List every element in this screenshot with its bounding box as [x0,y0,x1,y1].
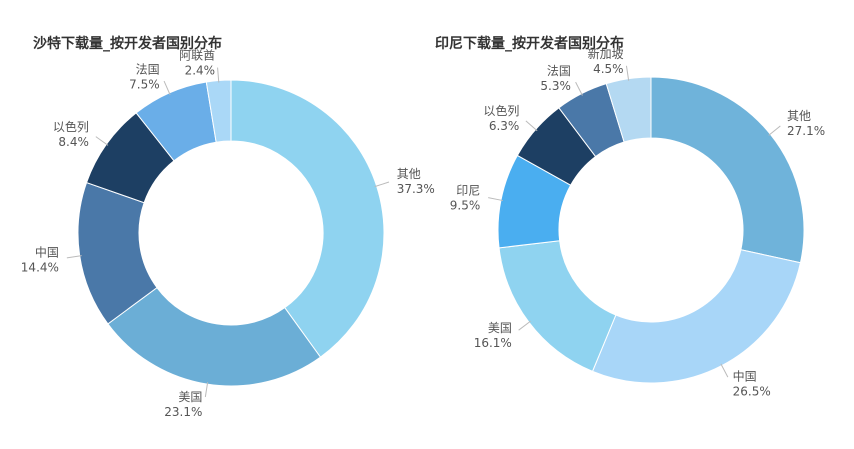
slice-value-3: 9.5% [450,198,481,212]
donut-slice-1 [591,249,802,384]
slice-value-4: 6.3% [489,119,520,133]
slice-value-6: 4.5% [593,62,624,76]
leader-line-1 [720,363,729,378]
chart-panel-saudi: 沙特下载量_按开发者国别分布 其他 37.3% 美国 23.1% 中国 14.4% 以色列 8… [21,36,435,419]
leader-line-2 [66,255,82,259]
slice-label-2: 美国 [488,321,512,335]
slice-label-4: 以色列 [483,104,519,118]
slice-label-1: 美国 [178,390,202,404]
leader-line-3 [488,197,503,202]
chart-panel-indonesia: 印尼下载量_按开发者国别分布 其他 27.1% 中国 26.5% 美国 16.1% 印尼 9.… [427,0,854,449]
slice-label-2: 中国 [35,245,59,260]
donut-slice-6 [605,76,652,143]
donut-slice-0 [650,76,805,264]
donut-slice-2 [498,240,617,373]
leader-line-4 [525,120,538,132]
leader-line-4 [163,80,171,96]
leader-line-1 [204,382,209,398]
leader-line-3 [95,136,109,146]
slice-label-0: 其他 [787,109,811,123]
slice-value-2: 16.1% [474,336,512,350]
donut-slice-0 [230,79,385,358]
slice-value-0: 27.1% [787,124,825,138]
slice-label-3: 以色列 [53,120,89,134]
chart-title: 印尼下载量_按开发者国别分布 [435,36,624,52]
slice-label-3: 印尼 [456,183,480,197]
slice-value-5: 2.4% [185,64,216,78]
donut-slice-1 [107,286,322,387]
slice-value-3: 8.4% [58,135,89,149]
leader-line-6 [625,65,630,81]
slice-label-5: 阿联酋 [179,48,215,63]
chart-title: 沙特下载量_按开发者国别分布 [33,36,222,52]
slice-label-5: 法国 [547,64,571,78]
leader-line-0 [374,181,390,188]
slice-label-4: 法国 [136,63,160,77]
slice-value-5: 5.3% [540,79,571,93]
leader-line-0 [768,125,781,136]
slice-label-1: 中国 [733,368,757,383]
slice-value-1: 26.5% [733,384,771,398]
slice-value-4: 7.5% [129,78,160,92]
slice-value-0: 37.3% [397,182,435,196]
leader-line-5 [217,67,220,83]
slice-label-0: 其他 [397,167,421,181]
slice-value-2: 14.4% [21,261,59,275]
donut-slice-5 [205,79,232,143]
slice-value-1: 23.1% [164,405,202,419]
leader-line-2 [518,320,531,331]
slice-label-6: 新加坡 [588,46,624,61]
leader-line-5 [575,81,583,96]
